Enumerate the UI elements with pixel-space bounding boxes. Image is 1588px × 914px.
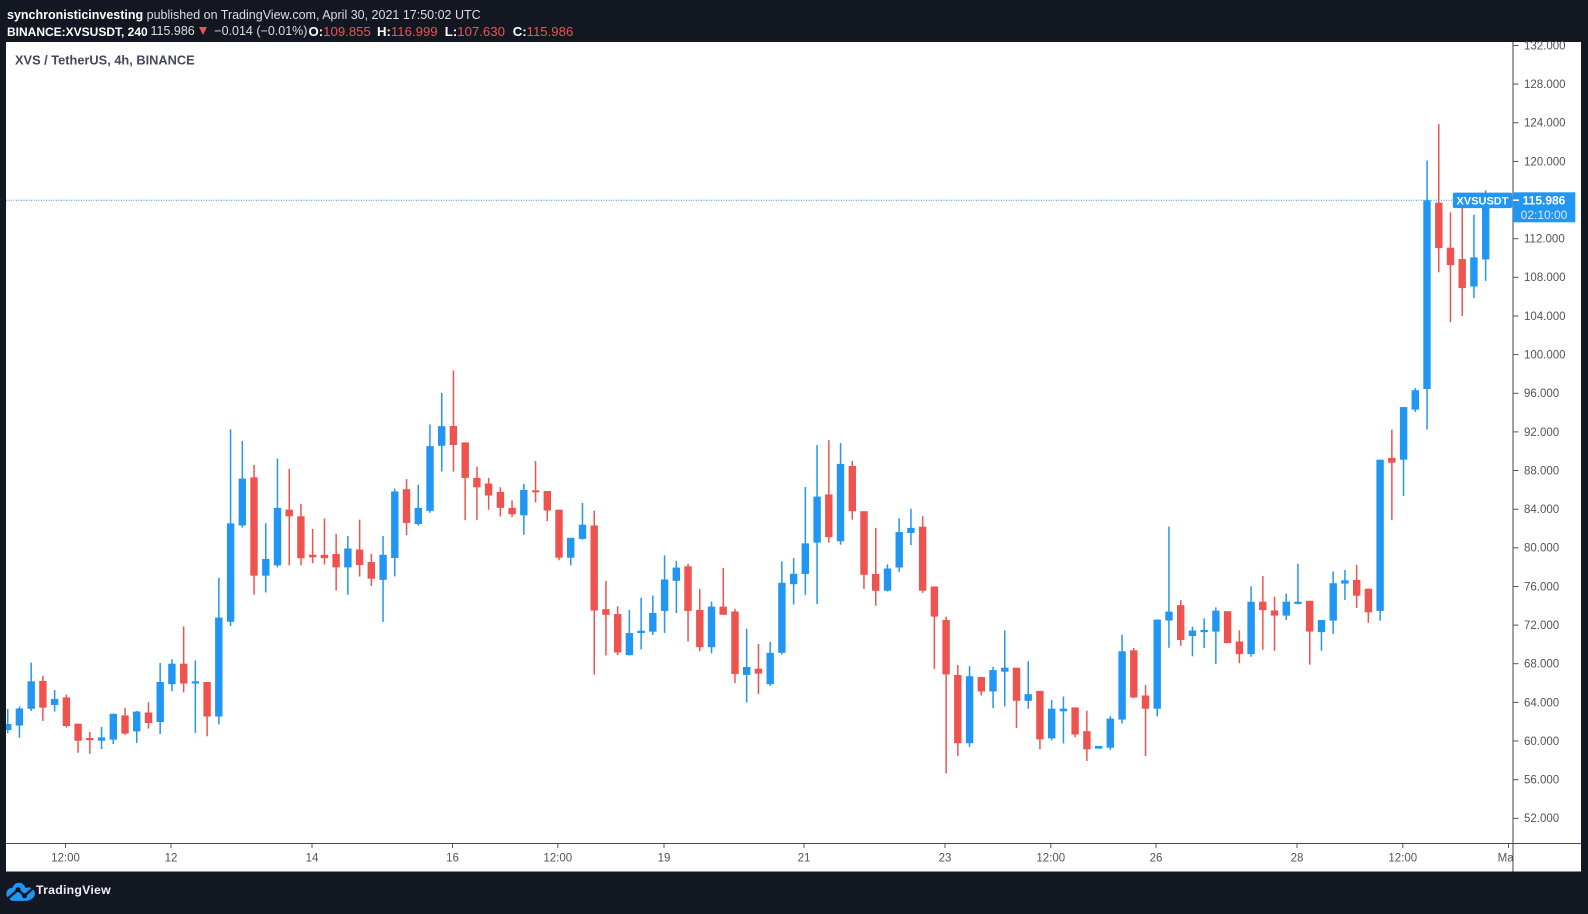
svg-text:96.000: 96.000 (1524, 388, 1559, 400)
svg-text:80.000: 80.000 (1524, 543, 1559, 555)
svg-text:52.000: 52.000 (1524, 813, 1559, 825)
svg-text:23: 23 (939, 853, 952, 865)
svg-text:56.000: 56.000 (1524, 775, 1559, 787)
svg-text:12:00: 12:00 (1388, 853, 1417, 865)
svg-text:19: 19 (658, 853, 671, 865)
svg-text:60.000: 60.000 (1524, 736, 1559, 748)
svg-text:100.000: 100.000 (1524, 350, 1566, 362)
svg-text:92.000: 92.000 (1524, 427, 1559, 439)
svg-text:128.000: 128.000 (1524, 79, 1566, 91)
svg-text:72.000: 72.000 (1524, 620, 1559, 632)
svg-text:XVSUSDT: XVSUSDT (1457, 195, 1509, 207)
svg-text:12: 12 (165, 853, 178, 865)
svg-text:26: 26 (1150, 853, 1163, 865)
svg-text:May: May (1498, 853, 1520, 865)
svg-text:124.000: 124.000 (1524, 118, 1566, 130)
svg-text:XVS / TetherUS, 4h, BINANCE: XVS / TetherUS, 4h, BINANCE (15, 53, 195, 68)
svg-text:68.000: 68.000 (1524, 659, 1559, 671)
svg-text:120.000: 120.000 (1524, 156, 1566, 168)
svg-text:88.000: 88.000 (1524, 465, 1559, 477)
svg-text:84.000: 84.000 (1524, 504, 1559, 516)
svg-text:104.000: 104.000 (1524, 311, 1566, 323)
svg-text:12:00: 12:00 (1036, 853, 1065, 865)
svg-text:108.000: 108.000 (1524, 272, 1566, 284)
svg-text:02:10:00: 02:10:00 (1521, 208, 1568, 222)
svg-text:21: 21 (798, 853, 811, 865)
svg-text:132.000: 132.000 (1524, 40, 1566, 52)
svg-text:12:00: 12:00 (543, 853, 572, 865)
svg-text:16: 16 (446, 853, 459, 865)
svg-text:12:00: 12:00 (51, 853, 80, 865)
svg-text:14: 14 (306, 853, 319, 865)
svg-text:64.000: 64.000 (1524, 697, 1559, 709)
svg-text:28: 28 (1291, 853, 1304, 865)
svg-text:112.000: 112.000 (1524, 234, 1565, 246)
svg-text:76.000: 76.000 (1524, 581, 1559, 593)
svg-text:115.986: 115.986 (1523, 194, 1566, 208)
